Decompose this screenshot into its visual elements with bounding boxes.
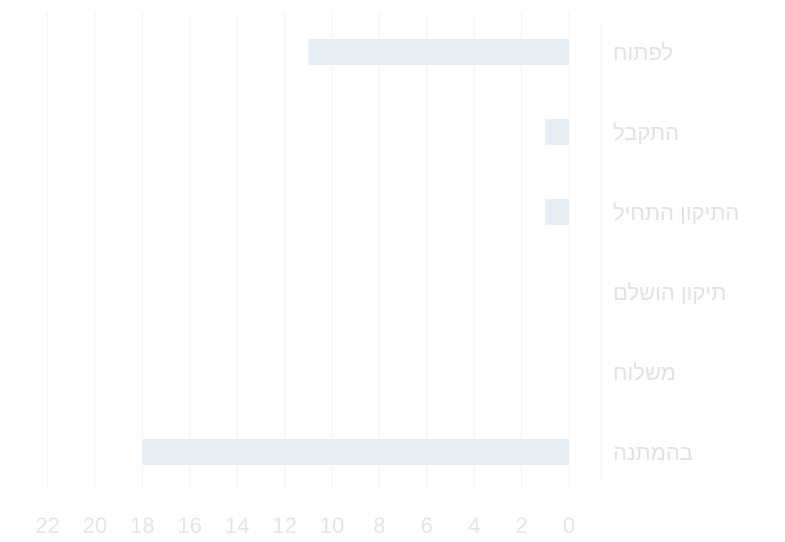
category-label-4: משלוח xyxy=(613,360,676,385)
x-tick-label-4: 8 xyxy=(373,513,385,537)
x-tick-label-10: 20 xyxy=(83,513,107,537)
bar-0 xyxy=(308,39,569,65)
x-tick-label-9: 18 xyxy=(130,513,154,537)
x-tick-label-5: 10 xyxy=(320,513,344,537)
category-label-5: בהמתנה xyxy=(613,440,693,465)
x-tick-label-0: 0 xyxy=(563,513,575,537)
x-tick-label-6: 12 xyxy=(272,513,296,537)
x-tick-label-1: 2 xyxy=(515,513,527,537)
x-tick-label-8: 16 xyxy=(178,513,202,537)
category-label-1: התקבל xyxy=(613,120,679,145)
x-tick-label-3: 6 xyxy=(421,513,433,537)
bar-1 xyxy=(545,119,569,145)
x-tick-label-11: 22 xyxy=(35,513,59,537)
x-tick-labels: 0 2 4 6 8 10 12 14 16 18 20 22 xyxy=(35,513,575,538)
bars xyxy=(142,39,569,465)
grid-lines xyxy=(47,12,570,490)
category-labels: לפתוח התקבל התיקון התחיל תיקון הושלם משלוח בה… xyxy=(613,40,739,465)
bar-5 xyxy=(142,439,569,465)
x-tick-label-7: 14 xyxy=(225,513,249,537)
category-label-2: התיקון התחיל xyxy=(613,200,739,225)
category-label-0: לפתוח xyxy=(613,40,673,65)
x-tick-label-2: 4 xyxy=(468,513,480,537)
bar-2 xyxy=(545,199,569,225)
category-label-3: תיקון הושלם xyxy=(613,280,726,305)
